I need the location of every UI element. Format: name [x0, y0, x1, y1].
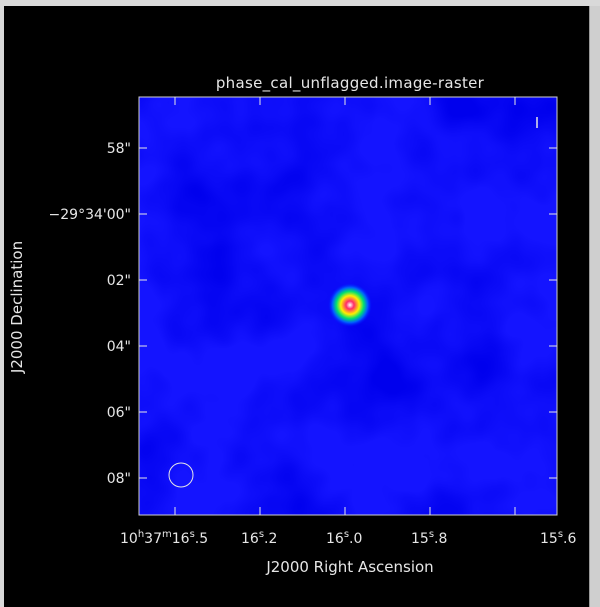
y-tick-label: 06" [107, 405, 131, 421]
y-tick-label: 02" [107, 273, 131, 289]
y-tick-labels: 58" −29°34'00" 02" 04" 06" 08" [49, 141, 131, 487]
source-blob [328, 283, 372, 327]
raster-image [139, 97, 557, 515]
y-tick-label: 08" [107, 471, 131, 487]
y-tick-label: 58" [107, 141, 131, 157]
y-axis-title: J2000 Declination [8, 241, 26, 374]
y-tick-label: 04" [107, 339, 131, 355]
x-axis-title: J2000 Right Ascension [265, 558, 433, 576]
x-tick-label: 15s.8 [411, 529, 447, 547]
x-tick-label: 16s.2 [241, 529, 277, 547]
y-tick-label: −29°34'00" [49, 207, 131, 223]
x-tick-label: 10h37m16s.5 [120, 529, 208, 547]
x-tick-label: 15s.6 [540, 529, 576, 547]
x-tick-labels: 10h37m16s.5 16s.2 16s.0 15s.8 15s.6 [120, 529, 576, 547]
x-tick-label: 16s.0 [326, 529, 362, 547]
